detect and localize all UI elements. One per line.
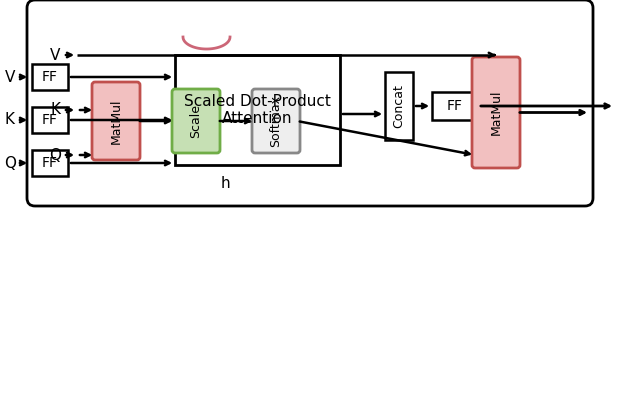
Bar xyxy=(34,66,70,92)
Text: Q: Q xyxy=(4,155,16,171)
Bar xyxy=(175,55,340,165)
Bar xyxy=(32,150,68,176)
Text: MatMul: MatMul xyxy=(490,90,502,135)
Text: V: V xyxy=(50,48,60,63)
Text: K: K xyxy=(5,112,15,127)
Text: FF: FF xyxy=(42,156,58,170)
Bar xyxy=(36,111,72,137)
FancyBboxPatch shape xyxy=(27,0,593,206)
Text: Scaled Dot-Product
Attention: Scaled Dot-Product Attention xyxy=(184,94,331,126)
Bar xyxy=(183,63,348,173)
Bar xyxy=(432,92,478,120)
Bar xyxy=(36,154,72,180)
Bar xyxy=(180,60,345,170)
Text: Softmax: Softmax xyxy=(270,95,283,147)
Bar xyxy=(32,64,68,90)
Text: FF: FF xyxy=(42,70,58,84)
Text: FF: FF xyxy=(42,113,58,127)
FancyBboxPatch shape xyxy=(472,57,520,168)
Bar xyxy=(38,113,74,139)
Text: MatMul: MatMul xyxy=(110,98,123,144)
Text: h: h xyxy=(220,176,230,191)
Text: Q: Q xyxy=(49,148,61,163)
Bar xyxy=(34,152,70,178)
Bar xyxy=(32,107,68,133)
FancyBboxPatch shape xyxy=(92,82,140,160)
Bar xyxy=(385,72,413,140)
Bar xyxy=(38,156,74,182)
Text: Concat: Concat xyxy=(392,84,405,128)
Bar xyxy=(38,70,74,96)
Text: Scale: Scale xyxy=(190,104,203,138)
FancyBboxPatch shape xyxy=(252,89,300,153)
FancyBboxPatch shape xyxy=(172,89,220,153)
Text: FF: FF xyxy=(447,99,463,113)
Text: V: V xyxy=(5,69,15,84)
Bar xyxy=(34,109,70,135)
Text: K: K xyxy=(50,102,60,117)
Bar xyxy=(36,68,72,94)
